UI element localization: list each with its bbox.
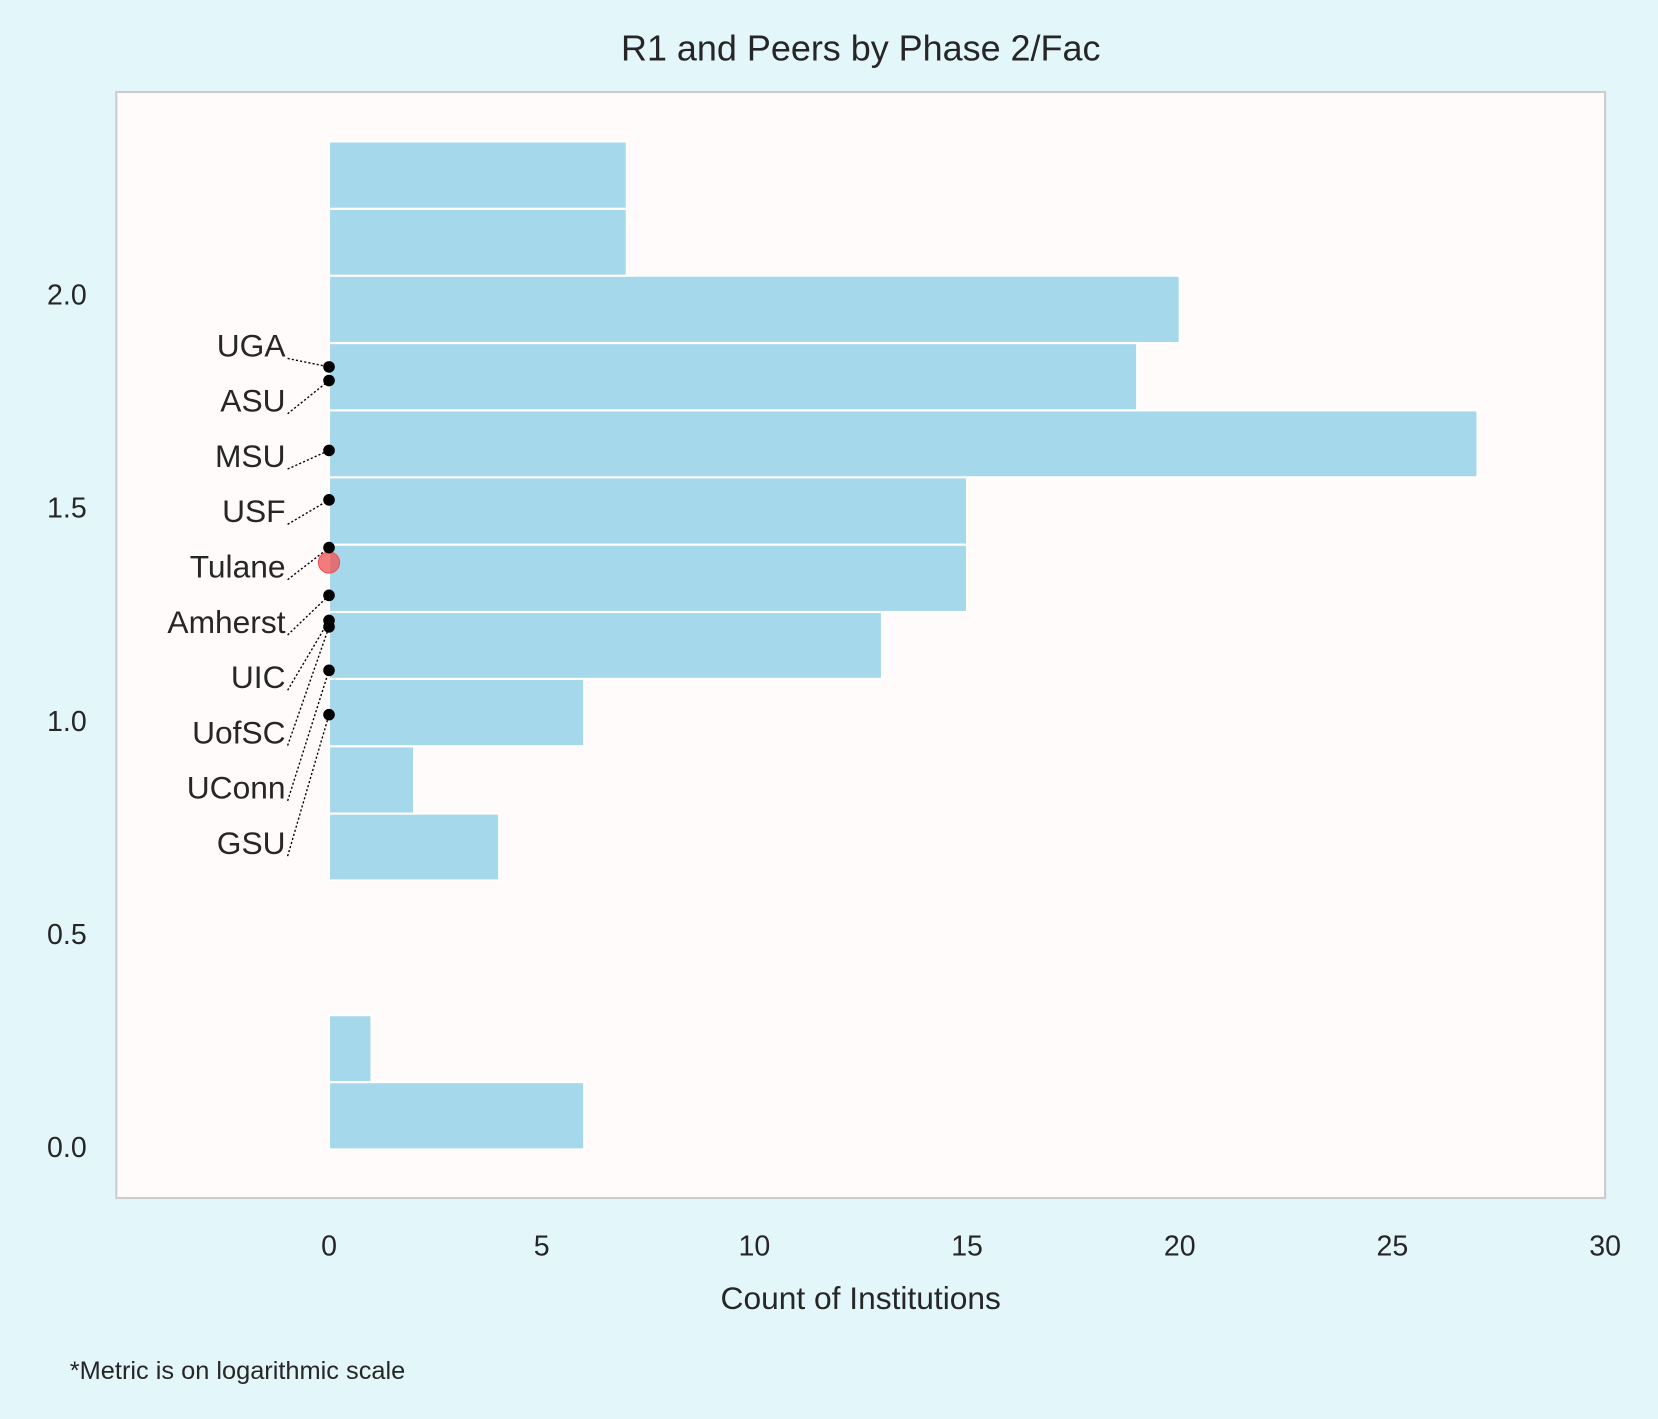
bar — [327, 409, 1479, 479]
bar — [327, 476, 969, 546]
point-label: UConn — [187, 770, 286, 806]
leader-line — [287, 357, 330, 368]
leader-line — [287, 547, 330, 581]
point — [323, 621, 335, 633]
bar — [327, 812, 501, 882]
point — [323, 361, 335, 373]
highlight-point — [317, 551, 341, 574]
bar — [327, 207, 628, 277]
bar — [327, 274, 1181, 345]
point — [323, 444, 335, 457]
point-label: UIC — [231, 659, 286, 695]
y-tick-label: 1.0 — [47, 706, 87, 738]
point — [323, 589, 335, 602]
leader-line — [287, 594, 330, 636]
x-tick-label: 0 — [321, 1230, 337, 1262]
point — [323, 708, 335, 721]
chart-title: R1 and Peers by Phase 2/Fac — [621, 27, 1100, 68]
y-tick-label: 0.0 — [47, 1132, 87, 1164]
bar — [327, 140, 628, 210]
leader-line — [286, 714, 330, 857]
bar — [327, 1081, 586, 1151]
point-label: ASU — [220, 383, 285, 419]
point — [323, 494, 335, 506]
y-tick-label: 1.5 — [47, 493, 87, 525]
x-tick-label: 30 — [1589, 1230, 1621, 1262]
leader-line — [286, 670, 330, 802]
point — [323, 541, 335, 554]
leader-line — [287, 380, 330, 415]
leader-line — [287, 499, 330, 525]
point-label: USF — [222, 493, 285, 529]
y-tick-label: 2.0 — [47, 280, 87, 312]
bar — [327, 677, 586, 748]
x-tick-label: 25 — [1377, 1230, 1409, 1262]
x-tick-label: 15 — [951, 1230, 983, 1262]
point-label: Tulane — [190, 548, 286, 584]
bar — [327, 1014, 373, 1084]
leader-line — [287, 449, 330, 470]
footnote: *Metric is on logarithmic scale — [70, 1357, 405, 1385]
point — [323, 664, 335, 677]
bar — [327, 610, 884, 680]
x-tick-label: 5 — [534, 1230, 550, 1262]
point-label: UofSC — [192, 714, 285, 750]
point-label: Amherst — [167, 604, 285, 640]
point-label: MSU — [215, 438, 286, 474]
leader-line — [287, 620, 330, 691]
x-axis-label: Count of Institutions — [721, 1280, 1001, 1316]
y-tick-label: 0.5 — [47, 919, 87, 951]
x-tick-label: 10 — [739, 1230, 771, 1262]
point — [323, 374, 335, 387]
bar — [327, 745, 416, 815]
point-label: UGA — [217, 327, 287, 363]
bar — [327, 341, 1139, 412]
x-tick-label: 20 — [1164, 1230, 1196, 1262]
point-label: GSU — [217, 825, 286, 861]
bar — [327, 543, 969, 614]
